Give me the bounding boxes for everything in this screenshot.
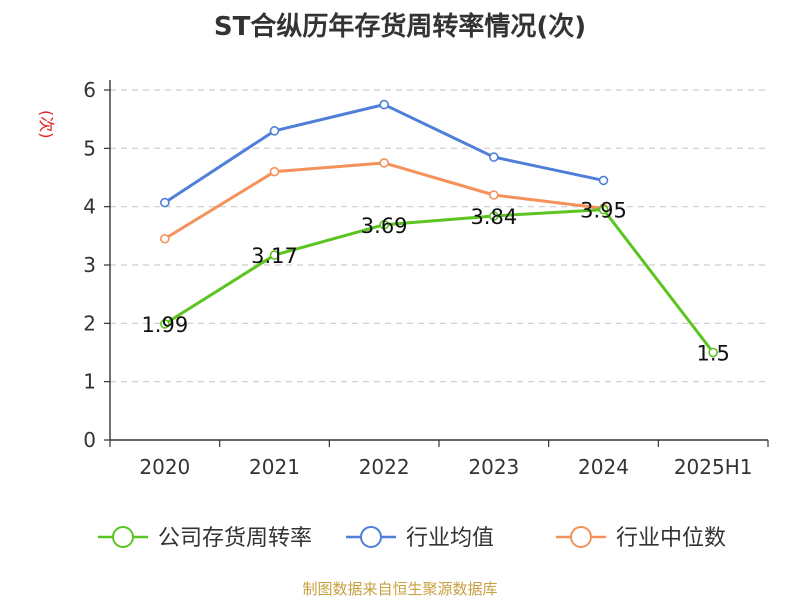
data-label: 3.69 — [361, 214, 408, 238]
x-tick-label: 2024 — [578, 455, 629, 479]
series-line — [164, 208, 715, 354]
y-tick-label: 4 — [83, 195, 96, 219]
legend-item: 行业均值 — [346, 526, 494, 551]
data-point — [489, 152, 499, 162]
legend-item: 行业中位数 — [556, 526, 726, 551]
chart-title: ST合纵历年存货周转率情况(次) — [213, 12, 587, 42]
data-label: 3.84 — [470, 205, 517, 229]
x-tick-label: 2025H1 — [674, 455, 753, 479]
data-point — [269, 126, 280, 136]
legend-item: 公司存货周转率 — [98, 526, 312, 551]
data-point — [379, 219, 389, 230]
x-tick-label: 2021 — [249, 455, 300, 479]
data-point — [269, 166, 280, 177]
data-label: 1.5 — [696, 342, 729, 366]
data-point — [379, 158, 389, 168]
data-point — [160, 319, 170, 329]
data-point — [489, 211, 499, 221]
legend-label: 行业中位数 — [616, 526, 726, 551]
data-point — [160, 197, 170, 208]
data-label: 3.95 — [580, 199, 627, 223]
legend-label: 公司存货周转率 — [158, 526, 312, 551]
y-tick-label: 3 — [83, 253, 96, 277]
data-label: 1.99 — [141, 313, 188, 337]
data-point — [708, 347, 718, 358]
x-tick-label: 2020 — [139, 455, 190, 479]
data-point — [160, 233, 170, 244]
legend-label: 行业均值 — [406, 526, 494, 551]
data-point — [489, 190, 499, 200]
legend-marker — [360, 526, 382, 548]
x-tick-label: 2023 — [468, 455, 519, 479]
data-point — [598, 204, 609, 215]
data-source-footer: 制图数据来自恒生聚源数据库 — [302, 580, 498, 598]
series-line — [164, 103, 604, 204]
data-point — [598, 175, 609, 186]
x-tick-label: 2022 — [359, 455, 410, 479]
legend-marker — [112, 526, 134, 548]
legend-marker — [570, 526, 592, 548]
data-point — [379, 99, 389, 110]
y-tick-label: 5 — [83, 136, 96, 160]
y-tick-label: 6 — [83, 78, 96, 102]
y-tick-label: 1 — [83, 370, 96, 394]
y-tick-label: 2 — [83, 311, 96, 335]
data-point — [269, 250, 280, 260]
data-label: 3.17 — [251, 244, 298, 268]
y-tick-label: 0 — [83, 428, 96, 452]
